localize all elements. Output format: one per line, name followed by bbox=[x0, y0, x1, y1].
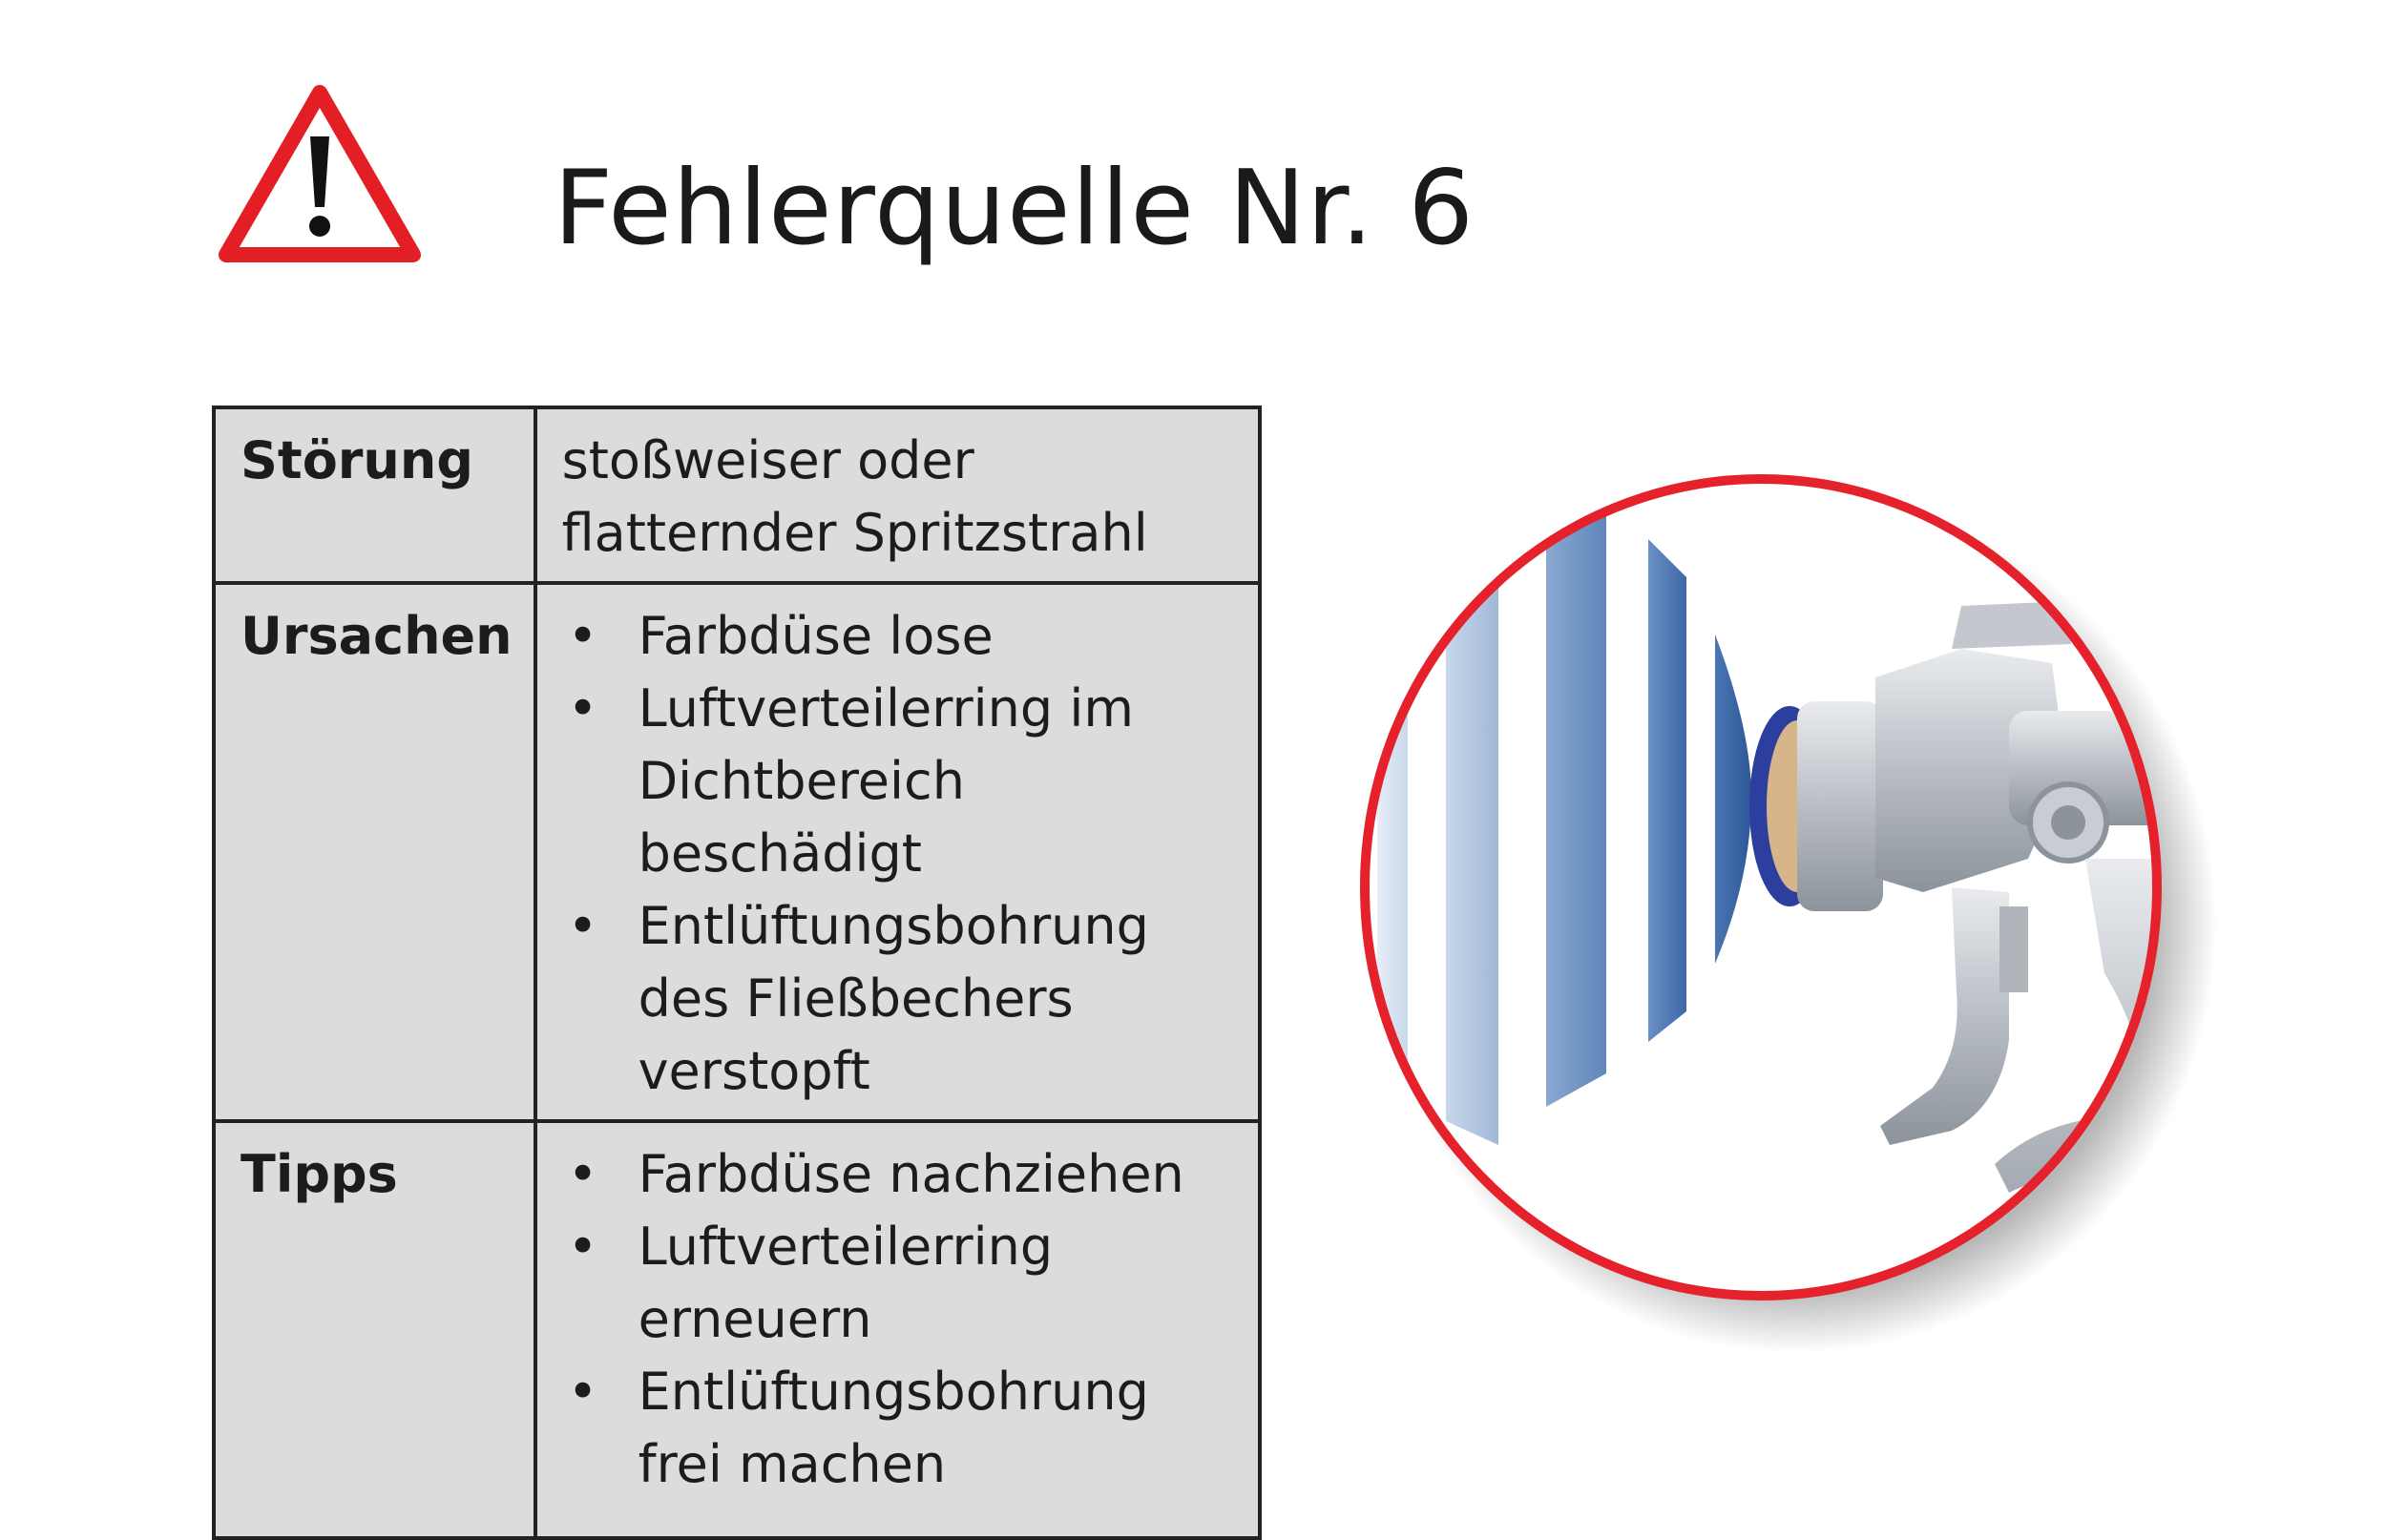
list-item: Luftverteilerring im Dichtbereich beschä… bbox=[562, 673, 1237, 890]
row-label: Störung bbox=[212, 406, 537, 585]
table-row-ursachen: Ursachen Farbdüse lose Luftverteilerring… bbox=[212, 581, 1263, 1123]
list-item: Entlüftungsbohrung des Fließbechers vers… bbox=[562, 890, 1237, 1108]
row-content: Farbdüse lose Luftverteilerring im Dicht… bbox=[533, 581, 1263, 1123]
list-item: Farbdüse nachziehen bbox=[562, 1138, 1237, 1211]
cause-list: Farbdüse lose Luftverteilerring im Dicht… bbox=[562, 600, 1237, 1108]
row-label: Tipps bbox=[212, 1119, 537, 1540]
list-item: Luftverteilerring erneuern bbox=[562, 1211, 1237, 1356]
table-row-stoerung: Störung stoßweiser oder flatternder Spri… bbox=[212, 406, 1263, 585]
list-item: Farbdüse lose bbox=[562, 600, 1237, 673]
page-title: Fehlerquelle Nr. 6 bbox=[554, 149, 1475, 268]
warning-triangle-icon bbox=[219, 85, 421, 262]
table-row-tipps: Tipps Farbdüse nachziehen Luftverteilerr… bbox=[212, 1119, 1263, 1540]
list-item: Entlüftungsbohrung frei machen bbox=[562, 1356, 1237, 1501]
tip-list: Farbdüse nachziehen Luftverteilerring er… bbox=[562, 1138, 1237, 1501]
spray-gun-icon: SA bbox=[1360, 474, 2217, 1353]
row-label: Ursachen bbox=[212, 581, 537, 1123]
row-description: stoßweiser oder flatternder Spritzstrahl bbox=[533, 406, 1263, 585]
row-content: Farbdüse nachziehen Luftverteilerring er… bbox=[533, 1119, 1263, 1540]
fault-table: Störung stoßweiser oder flatternder Spri… bbox=[212, 406, 1263, 1540]
